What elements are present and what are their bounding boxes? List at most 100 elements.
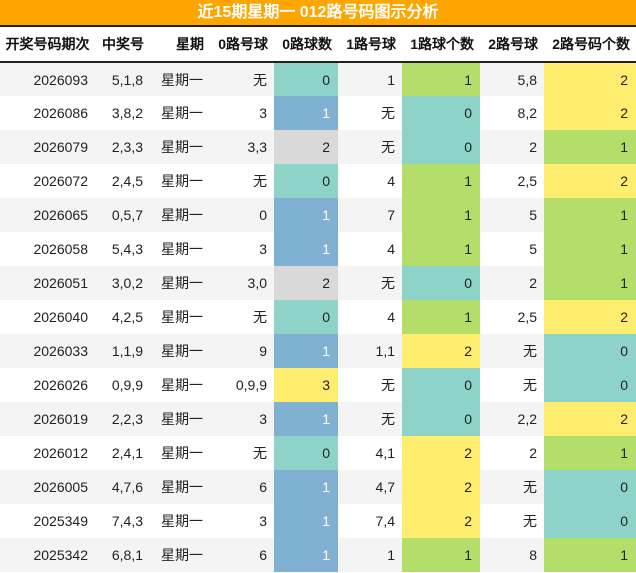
route2-count-cell: 1	[544, 198, 636, 232]
route2-balls-cell: 5	[480, 198, 544, 232]
table-row[interactable]: 2026033 1,1,9 星期一 9 1 1,1 2 无 0	[0, 334, 636, 368]
table-row[interactable]: 2026026 0,9,9 星期一 0,9,9 3 无 0 无 0	[0, 368, 636, 402]
col-header-number[interactable]: 中奖号	[95, 27, 150, 63]
col-header-period[interactable]: 开奖号码期次	[0, 27, 95, 63]
winning-number-cell: 6,8,1	[95, 538, 150, 572]
route2-count-cell: 1	[544, 232, 636, 266]
weekday-cell: 星期一	[150, 300, 210, 334]
weekday-cell: 星期一	[150, 470, 210, 504]
route1-count-cell: 1	[402, 164, 480, 198]
route1-count-cell: 1	[402, 62, 480, 96]
col-header-route1-count[interactable]: 1路球个数	[402, 27, 480, 63]
route0-balls-cell: 6	[210, 470, 274, 504]
route1-count-cell: 2	[402, 504, 480, 538]
period-cell: 2026086	[0, 96, 95, 130]
route0-balls-cell: 3	[210, 96, 274, 130]
route2-balls-cell: 2	[480, 436, 544, 470]
winning-number-cell: 5,4,3	[95, 232, 150, 266]
route0-balls-cell: 无	[210, 164, 274, 198]
weekday-cell: 星期一	[150, 164, 210, 198]
route2-count-cell: 1	[544, 436, 636, 470]
route2-balls-cell: 无	[480, 504, 544, 538]
period-cell: 2026005	[0, 470, 95, 504]
route1-balls-cell: 4	[338, 300, 402, 334]
route1-balls-cell: 4,7	[338, 470, 402, 504]
period-cell: 2025349	[0, 504, 95, 538]
route1-balls-cell: 4	[338, 232, 402, 266]
period-cell: 2025342	[0, 538, 95, 572]
table-row[interactable]: 2026079 2,3,3 星期一 3,3 2 无 0 2 1	[0, 130, 636, 164]
table-row[interactable]: 2026072 2,4,5 星期一无 0 4 1 2,5 2	[0, 164, 636, 198]
route2-balls-cell: 5,8	[480, 62, 544, 96]
period-cell: 2026065	[0, 198, 95, 232]
route0-balls-cell: 0,9,9	[210, 368, 274, 402]
table-row[interactable]: 2026012 2,4,1 星期一无 0 4,1 2 2 1	[0, 436, 636, 470]
route2-count-cell: 1	[544, 130, 636, 164]
route2-balls-cell: 2	[480, 130, 544, 164]
table-row[interactable]: 2026040 4,2,5 星期一无 0 4 1 2,5 2	[0, 300, 636, 334]
route0-count-cell: 1	[274, 538, 338, 572]
col-header-route2-balls[interactable]: 2路号球	[480, 27, 544, 63]
route1-balls-cell: 4	[338, 164, 402, 198]
table-row[interactable]: 2026093 5,1,8 星期一无 0 1 1 5,8 2	[0, 62, 636, 96]
route2-balls-cell: 8	[480, 538, 544, 572]
weekday-cell: 星期一	[150, 198, 210, 232]
route0-count-cell: 1	[274, 470, 338, 504]
route0-count-cell: 1	[274, 334, 338, 368]
route1-balls-cell: 1	[338, 538, 402, 572]
route0-balls-cell: 3	[210, 232, 274, 266]
route0-count-cell: 1	[274, 504, 338, 538]
table-row[interactable]: 2025349 7,4,3 星期一 3 1 7,4 2 无 0	[0, 504, 636, 538]
col-header-route1-balls[interactable]: 1路号球	[338, 27, 402, 63]
route2-balls-cell: 2,5	[480, 300, 544, 334]
table-row[interactable]: 2026019 2,2,3 星期一 3 1 无 0 2,2 2	[0, 402, 636, 436]
route2-count-cell: 0	[544, 504, 636, 538]
table-row[interactable]: 2026051 3,0,2 星期一 3,0 2 无 0 2 1	[0, 266, 636, 300]
route2-balls-cell: 2,2	[480, 402, 544, 436]
period-cell: 2026058	[0, 232, 95, 266]
period-cell: 2026079	[0, 130, 95, 164]
route2-count-cell: 0	[544, 368, 636, 402]
route2-count-cell: 0	[544, 334, 636, 368]
route0-balls-cell: 3,0	[210, 266, 274, 300]
route0-count-cell: 1	[274, 232, 338, 266]
route1-balls-cell: 7	[338, 198, 402, 232]
route1-balls-cell: 无	[338, 96, 402, 130]
route0-count-cell: 2	[274, 130, 338, 164]
period-cell: 2026019	[0, 402, 95, 436]
table-row[interactable]: 2026086 3,8,2 星期一 3 1 无 0 8,2 2	[0, 96, 636, 130]
route1-count-cell: 0	[402, 402, 480, 436]
period-cell: 2026093	[0, 62, 95, 96]
period-cell: 2026012	[0, 436, 95, 470]
col-header-weekday[interactable]: 星期	[150, 27, 210, 63]
route0-count-cell: 1	[274, 402, 338, 436]
route2-balls-cell: 无	[480, 470, 544, 504]
route1-count-cell: 0	[402, 96, 480, 130]
winning-number-cell: 3,0,2	[95, 266, 150, 300]
route2-count-cell: 2	[544, 402, 636, 436]
route2-count-cell: 2	[544, 96, 636, 130]
winning-number-cell: 2,3,3	[95, 130, 150, 164]
weekday-cell: 星期一	[150, 436, 210, 470]
table-row[interactable]: 2026005 4,7,6 星期一 6 1 4,7 2 无 0	[0, 470, 636, 504]
route1-balls-cell: 无	[338, 130, 402, 164]
winning-number-cell: 3,8,2	[95, 96, 150, 130]
col-header-route0-balls[interactable]: 0路号球	[210, 27, 274, 63]
route1-count-cell: 1	[402, 198, 480, 232]
table-row[interactable]: 2025342 6,8,1 星期一 6 1 1 1 8 1	[0, 538, 636, 572]
table-row[interactable]: 2026065 0,5,7 星期一 0 1 7 1 5 1	[0, 198, 636, 232]
route2-balls-cell: 无	[480, 368, 544, 402]
route0-count-cell: 3	[274, 368, 338, 402]
route0-count-cell: 0	[274, 300, 338, 334]
route2-count-cell: 0	[544, 470, 636, 504]
route0-count-cell: 0	[274, 436, 338, 470]
col-header-route2-count[interactable]: 2路号码个数	[544, 27, 636, 63]
route0-balls-cell: 0	[210, 198, 274, 232]
col-header-route0-count[interactable]: 0路球数	[274, 27, 338, 63]
route0-count-cell: 0	[274, 164, 338, 198]
table-row[interactable]: 2026058 5,4,3 星期一 3 1 4 1 5 1	[0, 232, 636, 266]
winning-number-cell: 4,2,5	[95, 300, 150, 334]
page-title: 近15期星期一 012路号码图示分析	[0, 0, 636, 27]
route1-balls-cell: 无	[338, 402, 402, 436]
